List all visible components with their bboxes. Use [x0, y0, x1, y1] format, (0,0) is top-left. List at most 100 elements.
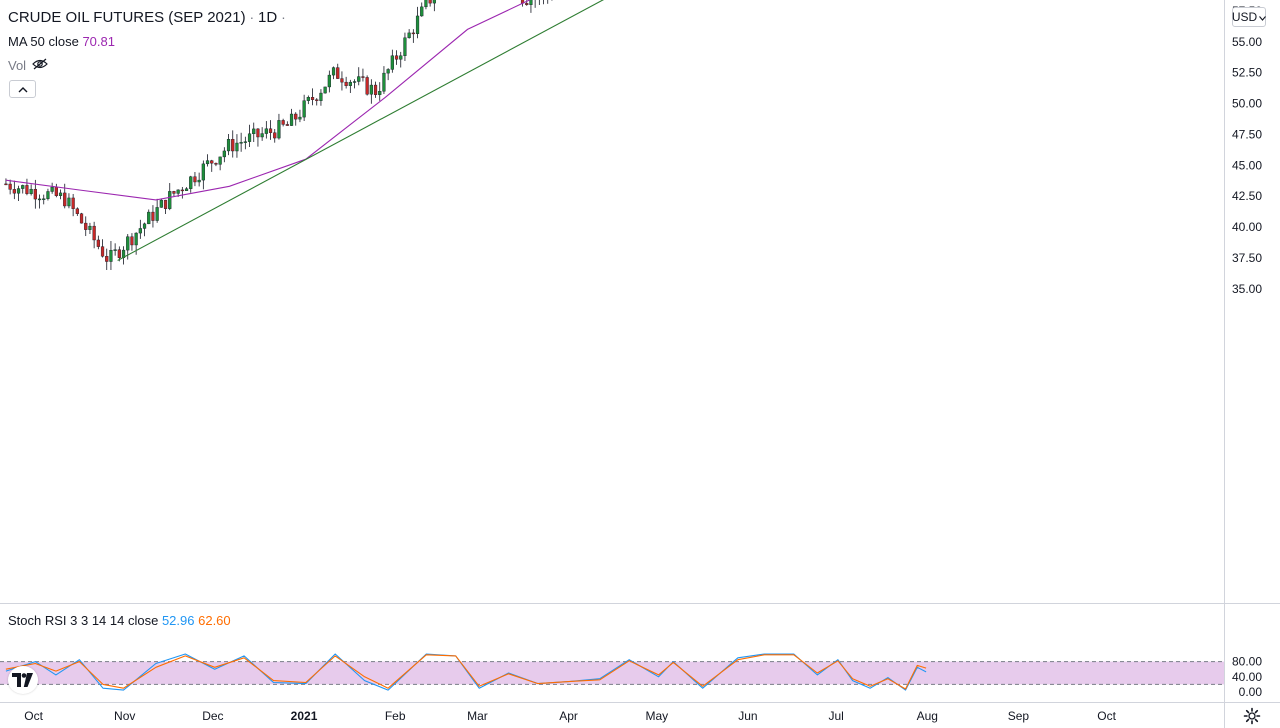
- time-axis-tick-label: Jun: [738, 709, 757, 723]
- candle-up: [252, 128, 256, 135]
- candle-down: [310, 97, 315, 100]
- time-axis-tick-label: Nov: [114, 709, 135, 723]
- vol-legend[interactable]: Vol: [8, 58, 48, 73]
- settings-gear-icon[interactable]: [1242, 706, 1262, 726]
- candle-down: [340, 78, 344, 83]
- price-axis-tick-label: 37.50: [1232, 251, 1262, 265]
- candle-up: [247, 133, 252, 142]
- candle-down: [210, 160, 214, 164]
- candle-up: [243, 141, 247, 143]
- candle-down: [163, 199, 168, 209]
- candle-down: [214, 162, 218, 165]
- candle-down: [54, 186, 58, 196]
- price-axis-tick-label: 42.50: [1232, 189, 1262, 203]
- stoch-axis-tick-label: 40.00: [1232, 670, 1262, 684]
- candle-down: [361, 76, 365, 78]
- candle-up: [378, 91, 382, 95]
- candle-up: [323, 86, 327, 94]
- ma-legend-label: MA 50 close: [8, 34, 79, 49]
- candle-down: [373, 84, 378, 95]
- candle-down: [231, 139, 235, 152]
- currency-selector[interactable]: USD: [1232, 7, 1267, 27]
- time-axis-tick-label: Feb: [385, 709, 406, 723]
- candle-down: [336, 67, 340, 79]
- candle-up: [424, 0, 428, 8]
- collapse-legend-button[interactable]: [9, 80, 36, 98]
- uptrend-line: [117, 0, 604, 261]
- candle-down: [130, 236, 134, 246]
- stoch-d-line: [5, 654, 927, 690]
- candle-up: [348, 81, 352, 86]
- candle-down: [294, 113, 298, 120]
- candle-up: [327, 74, 331, 88]
- price-axis[interactable]: 35.00 37.50 40.00 42.50 45.00 47.50 50.00 52.50…: [1232, 0, 1262, 296]
- candle-up: [415, 15, 420, 34]
- candle-down: [75, 208, 79, 214]
- candle-up: [147, 211, 151, 225]
- candle-up: [189, 176, 193, 189]
- time-axis[interactable]: Oct Nov Dec 2021 Feb Mar Apr May Jun Jul Aug Sep Oct: [24, 709, 1116, 723]
- ma-legend[interactable]: MA 50 close 70.81: [8, 34, 115, 49]
- eye-hidden-icon[interactable]: [32, 58, 48, 73]
- chevron-down-icon: [1259, 10, 1267, 24]
- candle-up: [302, 100, 306, 118]
- candle-down: [79, 213, 84, 224]
- stoch-legend[interactable]: Stoch RSI 3 3 14 14 close 52.96 62.60: [8, 613, 231, 628]
- ma50-line: [5, 0, 531, 201]
- candle-down: [151, 211, 155, 221]
- candle-up: [29, 188, 33, 194]
- candle-down: [12, 189, 16, 194]
- stoch-legend-label: Stoch RSI 3 3 14 14 close: [8, 613, 159, 628]
- stoch-k-value: 52.96: [161, 613, 195, 628]
- candle-up: [46, 191, 50, 199]
- candle-down: [92, 225, 96, 241]
- tradingview-logo[interactable]: [8, 666, 38, 694]
- candle-down: [117, 249, 121, 258]
- time-axis-tick-label: Aug: [917, 709, 938, 723]
- price-axis-tick-label: 50.00: [1232, 97, 1262, 111]
- candle-down: [63, 192, 67, 207]
- candle-up: [369, 84, 373, 95]
- time-axis-tick-label: May: [645, 709, 668, 723]
- candle-up: [138, 228, 142, 234]
- symbol-legend[interactable]: CRUDE OIL FUTURES (SEP 2021) · 1D ·: [8, 9, 286, 26]
- candle-up: [407, 32, 411, 39]
- candle-down: [256, 128, 260, 138]
- time-axis-tick-label: Dec: [202, 709, 223, 723]
- candle-up: [176, 189, 180, 194]
- candle-down: [25, 185, 29, 194]
- candle-down: [96, 239, 100, 247]
- candle-up: [67, 197, 71, 207]
- candle-down: [180, 189, 184, 192]
- price-axis-tick-label: 35.00: [1232, 282, 1262, 296]
- candle-down: [4, 183, 8, 186]
- candle-up: [382, 72, 386, 92]
- candle-up: [529, 0, 533, 5]
- candle-up: [58, 192, 63, 196]
- candle-up: [298, 116, 302, 120]
- candle-down: [268, 128, 273, 133]
- candle-up: [113, 249, 117, 251]
- stoch-k-line: [5, 653, 927, 691]
- legend-separator: ·: [249, 9, 259, 25]
- candle-up: [205, 160, 210, 165]
- candle-down: [8, 183, 12, 190]
- time-axis-tick-label: 2021: [291, 709, 318, 723]
- candle-down: [193, 176, 197, 183]
- candle-down: [100, 246, 105, 257]
- interval-label[interactable]: 1D: [258, 9, 278, 26]
- candle-down: [105, 256, 109, 262]
- candle-up: [50, 186, 54, 192]
- stoch-series-layer: [5, 653, 927, 691]
- legend-more-dots[interactable]: ·: [281, 9, 286, 25]
- symbol-title[interactable]: CRUDE OIL FUTURES (SEP 2021): [8, 9, 246, 26]
- candle-down: [365, 77, 369, 95]
- candle-up: [235, 142, 239, 152]
- vol-legend-label: Vol: [8, 58, 27, 73]
- ma-layer: [5, 0, 531, 201]
- candle-up: [222, 150, 226, 158]
- candle-up: [168, 191, 172, 209]
- candle-up: [88, 225, 92, 230]
